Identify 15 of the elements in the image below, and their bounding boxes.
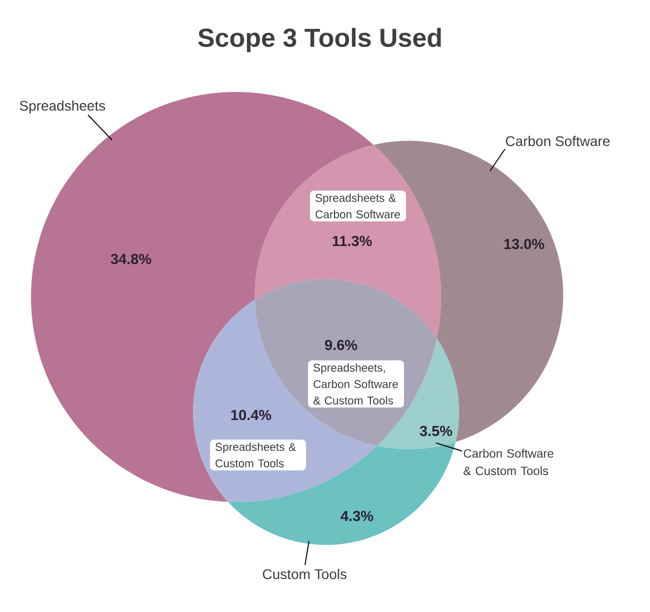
data-label: 10.4% (231, 410, 272, 420)
category-label: Spreadsheets, Carbon Software & Custom Tools (313, 363, 398, 405)
data-label: 13.0% (504, 238, 544, 250)
data-label: 11.3% (332, 236, 372, 246)
category-label: Spreadsheets & Carbon Software (316, 194, 400, 218)
category-label: Carbon Software (506, 136, 610, 146)
text: Scope 3 Tools Used (198, 28, 441, 52)
category-label: Custom Tools (262, 568, 346, 580)
data-label: 3.5% (420, 426, 452, 436)
data-label: 4.3% (340, 510, 374, 522)
category-label: Carbon Software & Custom Tools (464, 448, 554, 476)
data-label: 9.6% (324, 340, 358, 350)
data-label: 34.8% (110, 254, 152, 264)
category-label: Spreadsheets (20, 100, 106, 114)
category-label: Spreadsheets & Custom Tools (216, 442, 296, 468)
